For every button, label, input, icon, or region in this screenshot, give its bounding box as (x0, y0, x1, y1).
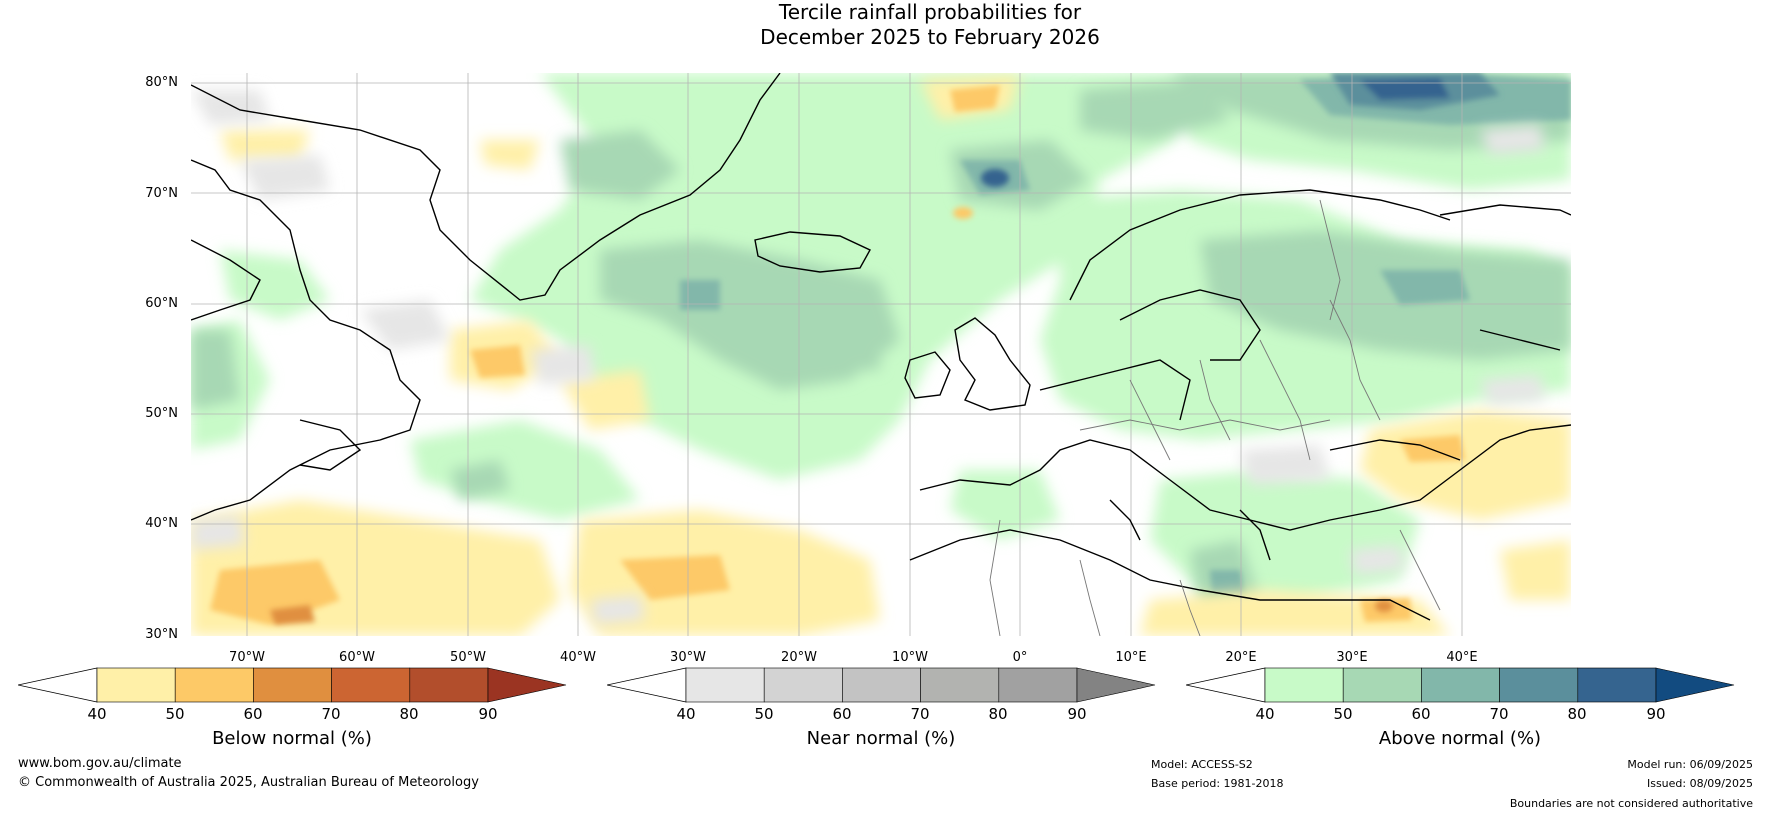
lon-label-50w: 50°W (450, 650, 486, 665)
model-name: Model: ACCESS-S2 (1151, 758, 1253, 771)
near-colorbar-extend-high (1076, 667, 1156, 703)
above-colorbar-extend-low (1186, 667, 1266, 703)
above-tick-50: 50 (1333, 705, 1353, 723)
lon-label-70w: 70°W (229, 650, 265, 665)
boundaries-disclaimer: Boundaries are not considered authoritat… (1509, 797, 1753, 810)
probability-field (191, 73, 1571, 636)
below-colorbar-segment (174, 667, 254, 703)
lon-label-10e: 10°E (1115, 650, 1147, 665)
near-tick-90: 90 (1067, 705, 1087, 723)
lat-label-60n: 60°N (145, 296, 178, 311)
colorbar-above-normal (1186, 667, 1735, 703)
above-colorbar-segment (1421, 667, 1500, 703)
lat-label-70n: 70°N (145, 186, 178, 201)
lat-label-40n: 40°N (145, 516, 178, 531)
above-tick-90: 90 (1646, 705, 1666, 723)
near-tick-70: 70 (910, 705, 930, 723)
lon-label-60w: 60°W (339, 650, 375, 665)
below-colorbar-segment (96, 667, 176, 703)
below-colorbar-segment (253, 667, 332, 703)
base-period: Base period: 1981-2018 (1151, 777, 1284, 790)
below-colorbar-segment (409, 667, 489, 703)
graticule (191, 73, 1571, 636)
map-title: Tercile rainfall probabilities for Decem… (0, 0, 1770, 50)
country-borders (989, 199, 1441, 636)
website-link[interactable]: www.bom.gov.au/climate (18, 756, 182, 771)
above-tick-70: 70 (1489, 705, 1509, 723)
lon-label-40e: 40°E (1446, 650, 1478, 665)
below-colorbar-extend-low (18, 667, 98, 703)
below-tick-60: 60 (243, 705, 263, 723)
near-colorbar-segment (842, 667, 921, 703)
lat-label-50n: 50°N (145, 406, 178, 421)
above-colorbar-segment (1577, 667, 1657, 703)
below-normal-title: Below normal (%) (212, 728, 372, 749)
near-colorbar-segment (998, 667, 1078, 703)
below-tick-90: 90 (478, 705, 498, 723)
colorbar-near-normal (607, 667, 1156, 703)
near-normal-title: Near normal (%) (806, 728, 956, 749)
coastlines (191, 73, 1571, 621)
above-normal-title: Above normal (%) (1378, 728, 1542, 749)
near-colorbar-segment (763, 667, 843, 703)
lon-label-0: 0° (1012, 650, 1028, 665)
above-colorbar-segment (1342, 667, 1422, 703)
above-tick-40: 40 (1255, 705, 1275, 723)
below-tick-50: 50 (165, 705, 185, 723)
below-tick-80: 80 (399, 705, 419, 723)
near-tick-50: 50 (754, 705, 774, 723)
above-tick-60: 60 (1411, 705, 1431, 723)
near-tick-40: 40 (676, 705, 696, 723)
below-tick-70: 70 (321, 705, 341, 723)
above-colorbar-extend-high (1655, 667, 1735, 703)
below-tick-40: 40 (87, 705, 107, 723)
below-colorbar-segment (331, 667, 411, 703)
copyright-text: © Commonwealth of Australia 2025, Austra… (18, 775, 479, 790)
above-colorbar-segment (1264, 667, 1344, 703)
title-line-1: Tercile rainfall probabilities for (778, 0, 1082, 24)
near-colorbar-segment (920, 667, 1000, 703)
lon-label-30e: 30°E (1336, 650, 1368, 665)
above-colorbar-segment (1499, 667, 1579, 703)
lon-label-20e: 20°E (1225, 650, 1257, 665)
issued-date: Issued: 08/09/2025 (1646, 777, 1753, 790)
near-tick-60: 60 (832, 705, 852, 723)
title-line-2: December 2025 to February 2026 (760, 25, 1100, 49)
near-colorbar-segment (685, 667, 765, 703)
colorbar-below-normal (18, 667, 567, 703)
lon-label-20w: 20°W (781, 650, 817, 665)
near-colorbar-extend-low (607, 667, 687, 703)
lon-label-40w: 40°W (560, 650, 596, 665)
near-tick-80: 80 (988, 705, 1008, 723)
lon-label-30w: 30°W (670, 650, 706, 665)
lon-label-10w: 10°W (892, 650, 928, 665)
below-colorbar-extend-high (487, 667, 567, 703)
model-run-date: Model run: 06/09/2025 (1627, 758, 1753, 771)
above-tick-80: 80 (1567, 705, 1587, 723)
lat-label-80n: 80°N (145, 75, 178, 90)
lat-label-30n: 30°N (145, 627, 178, 642)
